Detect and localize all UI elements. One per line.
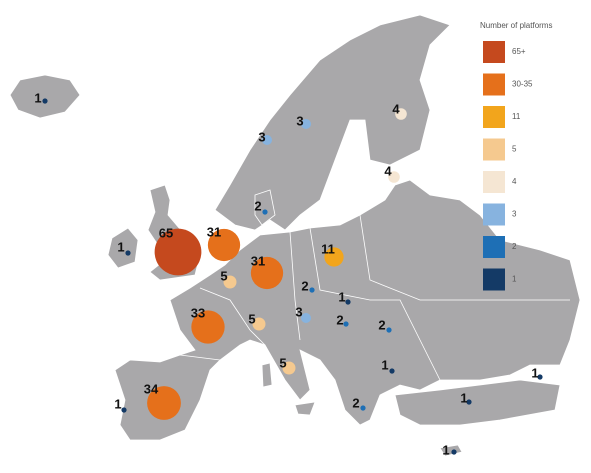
scandinavia: [214, 14, 451, 231]
bubble: [343, 321, 349, 327]
bubble: [537, 374, 543, 380]
bubble-label: 31: [251, 253, 265, 268]
bubble-label: 3: [258, 129, 265, 144]
bubble: [300, 312, 312, 324]
legend-label: 3: [512, 210, 517, 219]
border: [309, 227, 441, 381]
sardinia: [261, 362, 273, 388]
bubble-label: 1: [531, 365, 538, 380]
bubble: [360, 405, 366, 411]
bubble: [282, 361, 296, 375]
legend-swatch: [483, 268, 505, 291]
legend: Number of platforms 65+ 30-35 11 5 4 3 2 1: [480, 21, 552, 291]
border: [359, 214, 570, 301]
bubble-label: 3: [295, 304, 302, 319]
bubble-label: 1: [34, 90, 41, 105]
legend-label: 5: [512, 145, 517, 154]
bubble-label: 65: [159, 225, 173, 240]
continent: [114, 179, 581, 441]
bubble-label: 2: [352, 395, 359, 410]
iceland: [9, 74, 81, 119]
border: [179, 354, 221, 361]
bubble: [309, 287, 315, 293]
bubble-label: 1: [442, 442, 449, 457]
legend-swatch: [483, 236, 505, 258]
bubble-label: 5: [279, 355, 286, 370]
bubble-label: 1: [117, 239, 124, 254]
bubble-label: 1: [338, 289, 345, 304]
bubble: [395, 108, 407, 120]
bubble: [300, 118, 312, 130]
bubble: [250, 256, 284, 290]
bubble-label: 34: [144, 381, 159, 396]
bubble-label: 5: [248, 311, 255, 326]
bubble-label: 33: [191, 305, 205, 320]
legend-label: 65+: [512, 47, 526, 56]
bubble-label: 4: [384, 163, 392, 178]
bubble: [147, 386, 181, 420]
legend-title: Number of platforms: [480, 21, 552, 30]
bubble: [262, 209, 268, 215]
bubble-label: 2: [378, 317, 385, 332]
legend-label: 2: [512, 242, 517, 251]
bubble-label: 2: [336, 312, 343, 327]
land: [9, 14, 581, 457]
bubble: [42, 98, 48, 104]
cyprus: [439, 444, 463, 457]
bubble: [125, 250, 131, 256]
bubble: [389, 368, 395, 374]
bubble: [207, 228, 241, 262]
turkey: [394, 379, 561, 426]
bubble: [388, 171, 400, 183]
legend-swatch: [483, 171, 505, 193]
bubble: [121, 407, 127, 413]
bubble: [324, 247, 344, 267]
bubble: [261, 134, 273, 146]
bubble-label: 1: [114, 396, 121, 411]
legend-label: 4: [512, 177, 517, 186]
bubble: [451, 449, 457, 455]
border: [199, 287, 266, 346]
bubble: [223, 275, 237, 289]
border: [289, 231, 301, 341]
bubble: [154, 228, 202, 276]
sicily: [294, 401, 316, 416]
legend-label: 30-35: [512, 80, 533, 89]
bubble: [252, 317, 266, 331]
bubble-label: 3: [296, 113, 303, 128]
bubble-label: 1: [381, 357, 388, 372]
bubble-label: 1: [460, 390, 467, 405]
bubble-label: 2: [254, 198, 261, 213]
bubble-label: 11: [321, 241, 335, 256]
legend-swatch: [483, 203, 505, 226]
denmark: [254, 189, 276, 226]
ireland: [107, 227, 139, 269]
bubble-label: 31: [207, 224, 221, 239]
bubble-label: 4: [392, 101, 400, 116]
bubble: [191, 310, 225, 344]
bubble-label: 2: [301, 278, 308, 293]
bubble: [345, 299, 351, 305]
bubble-label: 5: [220, 268, 227, 283]
legend-swatch: [483, 41, 505, 63]
legend-swatch: [483, 106, 505, 128]
bubble: [466, 399, 472, 405]
legend-swatch: [483, 73, 505, 96]
legend-label: 11: [512, 112, 521, 121]
legend-swatch: [483, 138, 505, 161]
bubble: [386, 327, 392, 333]
legend-label: 1: [512, 275, 517, 284]
